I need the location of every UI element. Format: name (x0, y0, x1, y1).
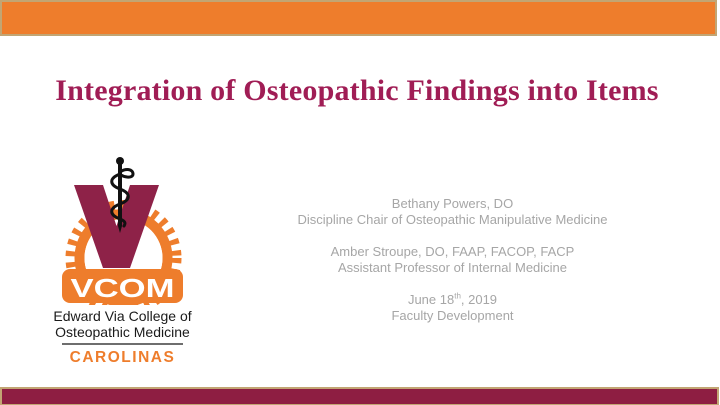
speaker-2-role: Assistant Professor of Internal Medicine (337, 260, 568, 275)
event-date: June 18th, 2019 (407, 291, 498, 307)
event-name: Faculty Development (391, 308, 514, 323)
logo-divider (62, 343, 183, 345)
speaker-2-name: Amber Stroupe, DO, FAAP, FACOP, FACP (330, 244, 575, 259)
speaker-1-name: Bethany Powers, DO (391, 196, 514, 211)
logo-college-line2: Osteopathic Medicine (55, 324, 190, 340)
vcom-acronym: VCOM (71, 273, 175, 303)
top-banner (0, 0, 717, 36)
caduceus-icon (110, 157, 135, 233)
bottom-bar (0, 387, 719, 405)
speaker-1: Bethany Powers, DO Discipline Chair of O… (230, 196, 675, 228)
speaker-block: Bethany Powers, DO Discipline Chair of O… (230, 196, 675, 340)
slide-title: Integration of Osteopathic Findings into… (55, 74, 659, 107)
logo-college-line1: Edward Via College of (53, 308, 192, 324)
speaker-2: Amber Stroupe, DO, FAAP, FACOP, FACP Ass… (230, 244, 675, 276)
logo-campus: CAROLINAS (69, 349, 176, 366)
vcom-acronym-box (62, 269, 183, 303)
vcom-logo: VCOM (62, 157, 183, 305)
speaker-1-role: Discipline Chair of Osteopathic Manipula… (297, 212, 608, 227)
event-info: June 18th, 2019 Faculty Development (230, 292, 675, 324)
letter-v-icon (74, 185, 159, 268)
